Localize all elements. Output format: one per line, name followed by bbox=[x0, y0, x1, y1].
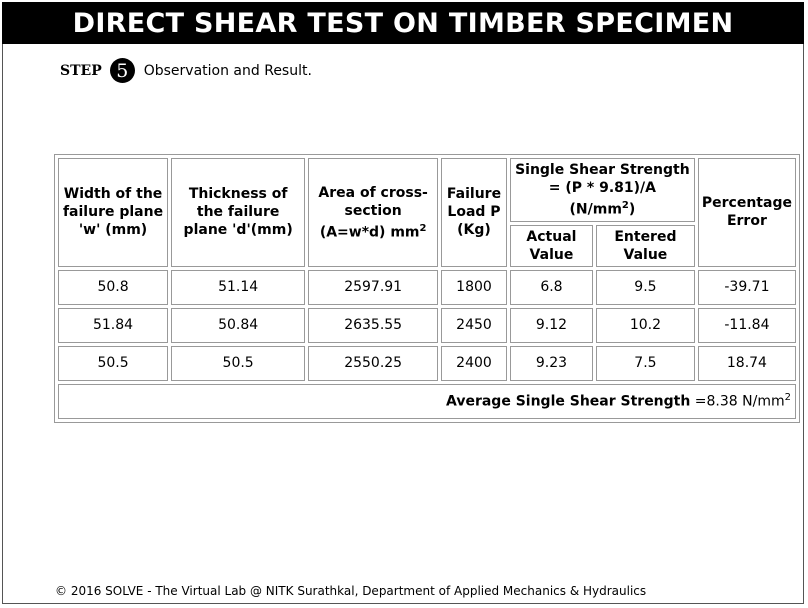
cell-thickness: 51.14 bbox=[171, 269, 306, 305]
cell-error: -39.71 bbox=[697, 269, 796, 305]
footer-copyright: © 2016 SOLVE - The Virtual Lab @ NITK Su… bbox=[55, 584, 647, 598]
cell-thickness: 50.84 bbox=[171, 307, 306, 343]
cell-width: 50.8 bbox=[58, 269, 169, 305]
average-value: =8.38 N/mm bbox=[694, 393, 785, 410]
header-strength-close: ) bbox=[628, 201, 636, 218]
cell-actual: 9.23 bbox=[509, 345, 593, 381]
cell-width: 50.5 bbox=[58, 345, 169, 381]
header-error: Percentage Error bbox=[697, 158, 796, 267]
cell-load: 2400 bbox=[441, 345, 507, 381]
header-area: Area of cross-section (A=w*d) mm2 bbox=[308, 158, 439, 267]
cell-error: 18.74 bbox=[697, 345, 796, 381]
table-subheader-row: Actual Value Entered Value bbox=[58, 224, 796, 267]
header-width-label: Width of the failure plane 'w' (mm) bbox=[62, 186, 164, 239]
cell-actual: 6.8 bbox=[509, 269, 593, 305]
cell-actual: 9.12 bbox=[509, 307, 593, 343]
observation-table-container: Width of the failure plane 'w' (mm) Thic… bbox=[54, 154, 800, 423]
step-indicator: STEP 5 Observation and Result. bbox=[60, 58, 312, 83]
page-title: DIRECT SHEAR TEST ON TIMBER SPECIMEN bbox=[2, 2, 804, 44]
table-row: 50.5 50.5 2550.25 2400 9.23 7.5 18.74 bbox=[58, 345, 796, 381]
average-sup: 2 bbox=[784, 392, 791, 404]
observation-table: Width of the failure plane 'w' (mm) Thic… bbox=[54, 154, 800, 423]
step-number-badge: 5 bbox=[109, 58, 135, 83]
table-header-row: Width of the failure plane 'w' (mm) Thic… bbox=[58, 158, 796, 267]
cell-area: 2550.25 bbox=[308, 345, 439, 381]
header-width: Width of the failure plane 'w' (mm) bbox=[58, 158, 169, 267]
step-label: STEP bbox=[60, 62, 102, 79]
header-thickness: Thickness of the failure plane 'd'(mm) bbox=[171, 158, 306, 267]
table-row: 50.8 51.14 2597.91 1800 6.8 9.5 -39.71 bbox=[58, 269, 796, 305]
header-area-label: Area of cross-section (A=w*d) mm bbox=[318, 184, 428, 241]
average-cell: Average Single Shear Strength =8.38 N/mm… bbox=[58, 383, 796, 419]
header-area-sup: 2 bbox=[419, 222, 427, 234]
header-strength: Single Shear Strength = (P * 9.81)/A (N/… bbox=[509, 158, 695, 222]
cell-area: 2635.55 bbox=[308, 307, 439, 343]
header-load-label: Failure Load P (Kg) bbox=[446, 186, 502, 239]
average-label: Average Single Shear Strength bbox=[446, 393, 691, 410]
step-description: Observation and Result. bbox=[143, 62, 312, 79]
cell-entered: 7.5 bbox=[595, 345, 695, 381]
header-error-label: Percentage Error bbox=[701, 195, 792, 230]
header-entered: Entered Value bbox=[595, 224, 695, 267]
table-row: 51.84 50.84 2635.55 2450 9.12 10.2 -11.8… bbox=[58, 307, 796, 343]
cell-error: -11.84 bbox=[697, 307, 796, 343]
cell-load: 1800 bbox=[441, 269, 507, 305]
cell-entered: 9.5 bbox=[595, 269, 695, 305]
cell-width: 51.84 bbox=[58, 307, 169, 343]
header-load: Failure Load P (Kg) bbox=[441, 158, 507, 267]
header-strength-label: Single Shear Strength = (P * 9.81)/A (N/… bbox=[515, 162, 690, 218]
cell-load: 2450 bbox=[441, 307, 507, 343]
header-thickness-label: Thickness of the failure plane 'd'(mm) bbox=[183, 186, 293, 239]
cell-thickness: 50.5 bbox=[171, 345, 306, 381]
average-row: Average Single Shear Strength =8.38 N/mm… bbox=[58, 383, 796, 419]
cell-area: 2597.91 bbox=[308, 269, 439, 305]
cell-entered: 10.2 bbox=[595, 307, 695, 343]
header-actual: Actual Value bbox=[509, 224, 593, 267]
header-strength-sup: 2 bbox=[621, 200, 629, 211]
